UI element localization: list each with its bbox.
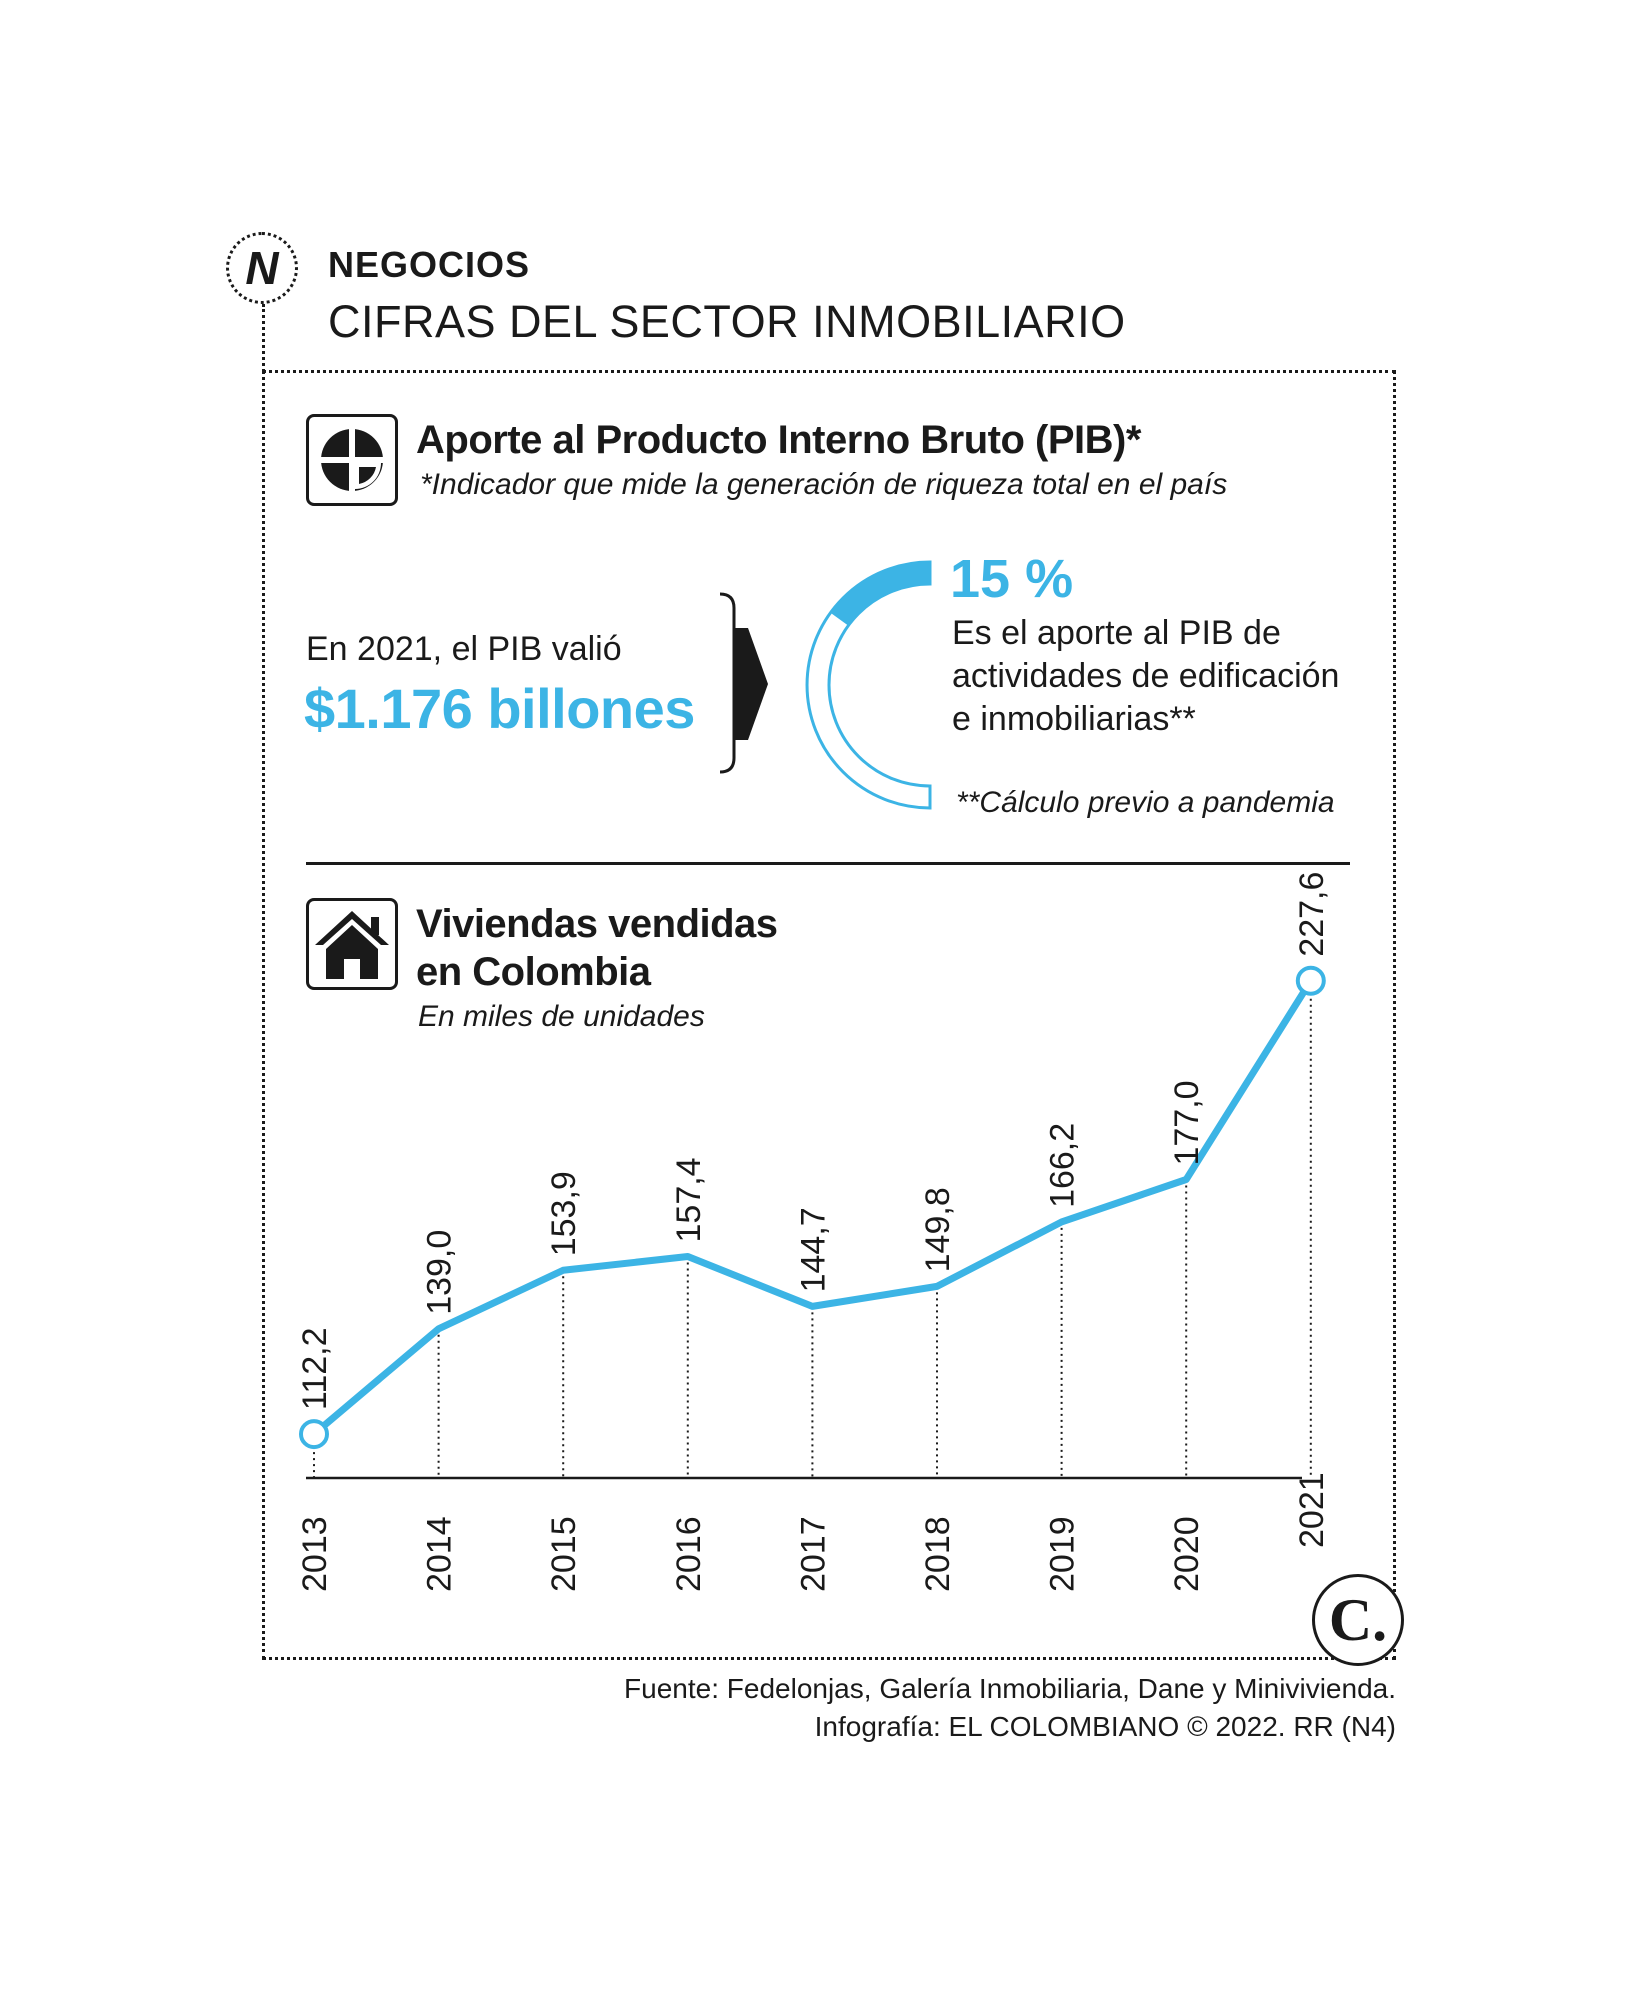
pib-note: **Cálculo previo a pandemia: [956, 786, 1335, 819]
chart-title: Viviendas vendidas en Colombia: [416, 900, 778, 996]
page-title: CIFRAS DEL SECTOR INMOBILIARIO: [328, 296, 1126, 347]
x-tick-label: 2013: [296, 1516, 334, 1592]
pib-intro: En 2021, el PIB valió: [306, 630, 622, 668]
chart-subtitle: En miles de unidades: [418, 1000, 705, 1033]
credit-text: Infografía: EL COLOMBIANO © 2022. RR (N4…: [814, 1711, 1396, 1742]
x-tick-label: 2020: [1168, 1516, 1206, 1592]
negocios-logo: N: [226, 232, 298, 304]
data-label: 153,9: [545, 1171, 583, 1256]
data-label: 166,2: [1044, 1123, 1082, 1208]
pib-description-line: e inmobiliarias**: [952, 700, 1196, 738]
pib-subtitle: *Indicador que mide la generación de riq…: [420, 468, 1228, 501]
data-label: 149,8: [919, 1187, 957, 1272]
logo-letter: N: [245, 242, 279, 294]
el-colombiano-logo: C.: [1312, 1574, 1404, 1666]
bracket-arrow-icon: [719, 592, 768, 774]
data-point: [1295, 965, 1326, 996]
data-label: 144,7: [794, 1207, 832, 1292]
percent-gauge: [805, 560, 932, 810]
percent-gauge-fill: [830, 562, 930, 626]
data-label: 227,6: [1293, 872, 1331, 957]
x-tick-label: 2014: [421, 1516, 459, 1592]
house-icon: [306, 898, 398, 990]
x-tick-label: 2019: [1044, 1516, 1082, 1592]
chart-title-line: Viviendas vendidas: [416, 902, 778, 946]
pib-title: Aporte al Producto Interno Bruto (PIB)*: [416, 418, 1141, 462]
x-tick-label: 2015: [545, 1516, 583, 1592]
pib-description-line: Es el aporte al PIB de: [952, 614, 1281, 652]
pib-value: $1.176 billones: [304, 677, 695, 740]
x-tick-label: 2016: [670, 1516, 708, 1592]
data-label: 139,0: [421, 1230, 459, 1315]
pib-percent: 15 %: [950, 549, 1074, 609]
data-point: [299, 1419, 329, 1450]
pie-chart-icon: [306, 414, 398, 506]
housing-line-chart: 112,2 139,0 153,9 157,4 144,7 149,8 166,2 177,0…: [296, 872, 1331, 1592]
section-label: NEGOCIOS: [328, 244, 531, 285]
logo-connector-line: [262, 304, 265, 372]
chart-title-line: en Colombia: [416, 950, 651, 994]
pib-description: Es el aporte al PIB de actividades de ed…: [952, 612, 1339, 741]
section-divider: [306, 862, 1350, 865]
footer: Fuente: Fedelonjas, Galería Inmobiliaria…: [624, 1670, 1396, 1746]
series-line: [310, 977, 1315, 1438]
source-text: Fuente: Fedelonjas, Galería Inmobiliaria…: [624, 1673, 1396, 1704]
data-label: 112,2: [296, 1328, 334, 1411]
pib-description-line: actividades de edificación: [952, 657, 1340, 695]
data-label: 177,0: [1168, 1080, 1206, 1165]
logo-letter: C.: [1328, 1587, 1388, 1653]
x-tick-label: 2021: [1293, 1472, 1331, 1548]
data-label: 157,4: [670, 1157, 708, 1242]
content-frame: [262, 370, 1396, 1660]
x-tick-label: 2018: [919, 1516, 957, 1592]
x-tick-label: 2017: [794, 1516, 832, 1592]
